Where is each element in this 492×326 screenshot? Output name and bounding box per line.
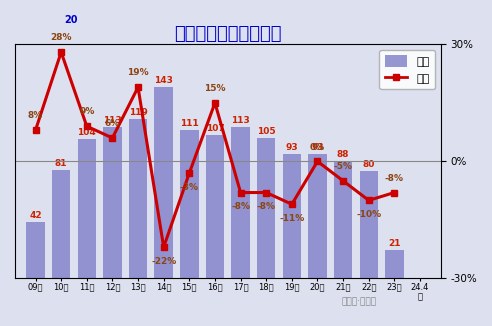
Bar <box>334 161 352 278</box>
Text: 80: 80 <box>363 160 375 170</box>
Text: 20: 20 <box>64 15 77 25</box>
Bar <box>103 127 122 278</box>
Bar <box>308 154 327 278</box>
Text: 15%: 15% <box>204 84 226 93</box>
Title: 全国汽车整车进口走势: 全国汽车整车进口走势 <box>174 25 281 43</box>
Text: 公众号·崔东树: 公众号·崔东树 <box>341 297 377 306</box>
Bar <box>385 250 403 278</box>
Text: 113: 113 <box>231 116 250 125</box>
Bar <box>26 222 45 278</box>
Text: -8%: -8% <box>231 202 250 211</box>
Text: 105: 105 <box>257 127 276 136</box>
Bar <box>154 87 173 278</box>
Text: -8%: -8% <box>385 174 404 183</box>
Bar <box>78 139 96 278</box>
Bar <box>282 154 301 278</box>
Text: 21: 21 <box>388 239 400 248</box>
Bar <box>52 170 70 278</box>
Text: 8%: 8% <box>28 111 43 120</box>
Text: 81: 81 <box>55 159 67 168</box>
Text: -11%: -11% <box>279 214 305 223</box>
Text: -3%: -3% <box>180 183 199 192</box>
Bar <box>360 171 378 278</box>
Text: 104: 104 <box>77 128 96 137</box>
Text: 6%: 6% <box>105 119 120 128</box>
Text: 111: 111 <box>180 119 199 128</box>
Text: -5%: -5% <box>334 162 353 171</box>
Text: 0%: 0% <box>310 142 325 152</box>
Text: 93: 93 <box>285 143 298 152</box>
Text: 9%: 9% <box>79 108 94 116</box>
Text: 107: 107 <box>206 124 224 133</box>
Text: 143: 143 <box>154 76 173 85</box>
Text: 42: 42 <box>29 211 42 220</box>
Bar <box>180 130 199 278</box>
Legend: 进口, 增速: 进口, 增速 <box>379 50 435 89</box>
Text: 113: 113 <box>103 116 122 125</box>
Text: 93: 93 <box>311 143 324 152</box>
Text: -8%: -8% <box>257 202 276 211</box>
Text: -10%: -10% <box>356 210 381 219</box>
Bar <box>257 138 276 278</box>
Bar <box>231 127 250 278</box>
Text: -22%: -22% <box>151 257 176 266</box>
Text: 88: 88 <box>337 150 349 159</box>
Bar <box>206 135 224 278</box>
Text: 119: 119 <box>128 108 148 117</box>
Bar <box>129 119 147 278</box>
Text: 28%: 28% <box>50 33 72 42</box>
Text: 19%: 19% <box>127 68 149 78</box>
